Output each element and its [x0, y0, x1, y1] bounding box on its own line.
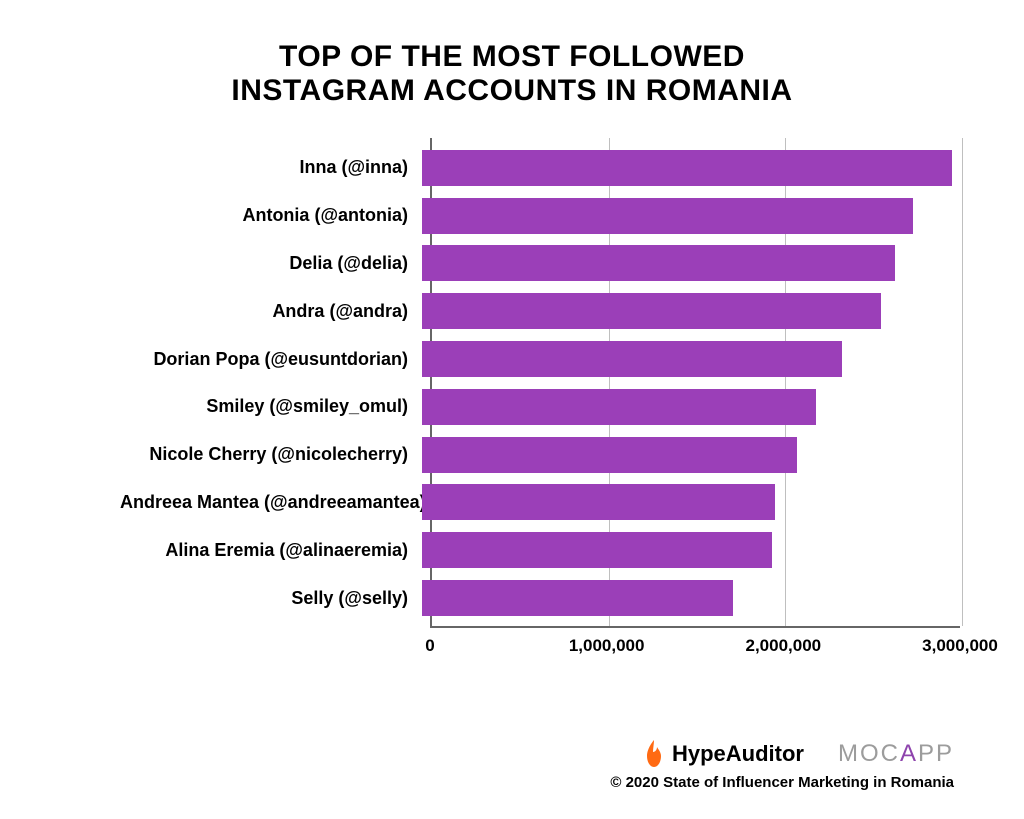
flame-icon	[642, 740, 666, 768]
bar-row: Antonia (@antonia)	[120, 196, 960, 236]
bar-row: Andra (@andra)	[120, 291, 960, 331]
bar-chart: Inna (@inna) Antonia (@antonia) Delia (@de…	[120, 138, 960, 668]
bar	[422, 484, 775, 520]
bar	[422, 389, 816, 425]
hypeauditor-text: HypeAuditor	[672, 741, 804, 767]
bar	[422, 198, 913, 234]
y-axis-label: Smiley (@smiley_omul)	[120, 396, 420, 417]
x-tick-label: 0	[425, 636, 434, 656]
bar-track	[420, 389, 950, 425]
mocapp-part1: MOC	[838, 740, 900, 767]
chart-title: TOP OF THE MOST FOLLOWED INSTAGRAM ACCOU…	[0, 0, 1024, 138]
bar-row: Selly (@selly)	[120, 578, 960, 618]
x-tick-label: 2,000,000	[746, 636, 822, 656]
title-line-2: INSTAGRAM ACCOUNTS IN ROMANIA	[0, 74, 1024, 108]
y-axis-label: Antonia (@antonia)	[120, 205, 420, 226]
x-tick-label: 1,000,000	[569, 636, 645, 656]
y-axis-label: Delia (@delia)	[120, 253, 420, 274]
bar	[422, 532, 772, 568]
bar-track	[420, 532, 950, 568]
bar	[422, 437, 797, 473]
bar-row: Andreea Mantea (@andreeamantea)	[120, 482, 960, 522]
mocapp-part3: PP	[918, 740, 954, 767]
bar-row: Dorian Popa (@eusuntdorian)	[120, 339, 960, 379]
bar-track	[420, 341, 950, 377]
y-axis-label: Nicole Cherry (@nicolecherry)	[120, 444, 420, 465]
y-axis-label: Inna (@inna)	[120, 157, 420, 178]
bar-row: Inna (@inna)	[120, 148, 960, 188]
bar-track	[420, 198, 950, 234]
bar-row: Delia (@delia)	[120, 243, 960, 283]
bar-track	[420, 245, 950, 281]
mocapp-logo: MOCAPP	[838, 740, 954, 768]
footer-logos: HypeAuditor MOCAPP	[642, 740, 954, 768]
hypeauditor-logo: HypeAuditor	[642, 740, 804, 768]
bar	[422, 580, 733, 616]
bar-row: Smiley (@smiley_omul)	[120, 387, 960, 427]
y-axis-label: Alina Eremia (@alinaeremia)	[120, 540, 420, 561]
bar-row: Nicole Cherry (@nicolecherry)	[120, 435, 960, 475]
bar-track	[420, 484, 950, 520]
gridline	[962, 138, 963, 626]
y-axis-label: Selly (@selly)	[120, 588, 420, 609]
y-axis-label: Dorian Popa (@eusuntdorian)	[120, 349, 420, 370]
x-tick-label: 3,000,000	[922, 636, 998, 656]
bar	[422, 150, 952, 186]
bar-track	[420, 293, 950, 329]
bar-track	[420, 437, 950, 473]
title-line-1: TOP OF THE MOST FOLLOWED	[0, 40, 1024, 74]
bar-track	[420, 580, 950, 616]
chart-bars: Inna (@inna) Antonia (@antonia) Delia (@de…	[120, 138, 960, 628]
bar	[422, 341, 842, 377]
copyright-text: © 2020 State of Influencer Marketing in …	[610, 774, 954, 791]
bar-row: Alina Eremia (@alinaeremia)	[120, 530, 960, 570]
bar	[422, 245, 895, 281]
bar	[422, 293, 881, 329]
mocapp-part2: A	[900, 740, 918, 767]
y-axis-label: Andreea Mantea (@andreeamantea)	[120, 492, 420, 513]
bar-track	[420, 150, 950, 186]
y-axis-label: Andra (@andra)	[120, 301, 420, 322]
footer: HypeAuditor MOCAPP © 2020 State of Influ…	[610, 740, 954, 791]
